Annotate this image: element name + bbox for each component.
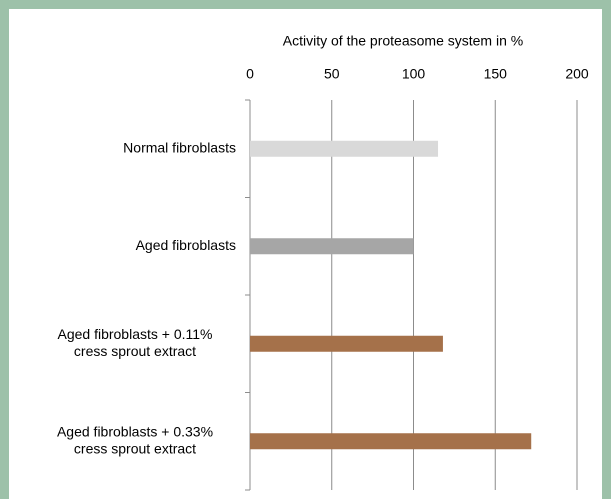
bar: [250, 335, 443, 352]
y-tick-label: Aged fibroblasts + 0.33%: [57, 423, 213, 439]
bar: [250, 238, 414, 255]
bar: [250, 433, 532, 450]
y-tick-label: Normal fibroblasts: [123, 139, 236, 155]
y-tick-label: Aged fibroblasts + 0.11%: [57, 326, 212, 342]
x-tick-label: 150: [484, 66, 508, 82]
x-tick-label: 0: [246, 66, 254, 82]
x-tick-label: 200: [565, 66, 589, 82]
y-tick-label: Aged fibroblasts: [136, 237, 236, 253]
chart-title: Activity of the proteasome system in %: [283, 33, 523, 49]
x-tick-label: 50: [324, 66, 340, 82]
bar: [250, 140, 439, 157]
x-tick-label: 100: [402, 66, 426, 82]
y-tick-label: cress sprout extract: [74, 440, 196, 456]
y-tick-label: cress sprout extract: [74, 343, 196, 359]
